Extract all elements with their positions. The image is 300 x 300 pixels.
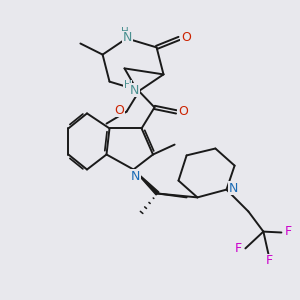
Polygon shape — [134, 169, 159, 195]
Text: N: N — [122, 31, 132, 44]
Text: O: O — [181, 31, 190, 44]
Text: F: F — [284, 225, 292, 239]
Text: H: H — [121, 27, 129, 37]
Text: F: F — [266, 254, 273, 268]
Text: O: O — [114, 103, 124, 117]
Text: O: O — [178, 105, 188, 118]
Text: N: N — [228, 182, 238, 195]
Text: H: H — [124, 80, 132, 90]
Text: N: N — [129, 83, 139, 97]
Text: N: N — [131, 169, 141, 183]
Text: F: F — [235, 242, 242, 256]
